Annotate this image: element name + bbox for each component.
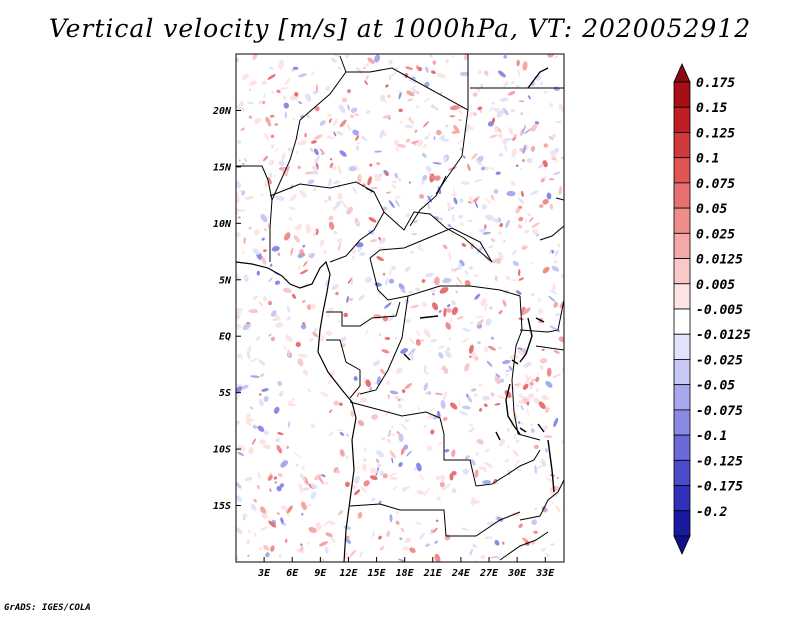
colorbar-label: 0.005 xyxy=(696,278,735,293)
lon-tick-label: 15E xyxy=(368,568,387,579)
colorbar-swatch xyxy=(673,283,691,310)
colorbar-label: -0.05 xyxy=(696,379,735,394)
colorbar-label: -0.1 xyxy=(696,429,727,444)
lon-tick-label: 27E xyxy=(479,568,499,579)
software-credit: GrADS: IGES/COLA xyxy=(4,603,91,613)
lat-tick-label: 10S xyxy=(213,445,231,456)
colorbar-label: 0.0125 xyxy=(696,253,743,268)
lon-tick-label: 33E xyxy=(535,568,555,579)
lon-tick-label: 6E xyxy=(286,568,299,579)
colorbar-label: 0.175 xyxy=(696,76,735,91)
colorbar-label: 0.025 xyxy=(696,227,735,242)
lon-tick-label: 18E xyxy=(396,568,415,579)
colorbar-swatch xyxy=(673,106,691,133)
colorbar-label: -0.0125 xyxy=(696,328,751,343)
map-title: Vertical velocity [m/s] at 1000hPa, VT: … xyxy=(48,14,752,43)
colorbar: 0.175 0.15 0.125 0.1 0.075 0.05 0.025 0.0125 0.0… xyxy=(673,63,751,555)
longitude-axis: 3E 6E 9E 12E 15E 18E 21E 24E 27E 30E 33E xyxy=(257,557,555,579)
coastline xyxy=(236,260,357,562)
colorbar-swatch xyxy=(673,434,691,461)
colorbar-label: -0.2 xyxy=(696,505,727,520)
lon-tick-label: 30E xyxy=(507,568,527,579)
colorbar-swatch xyxy=(673,459,691,486)
colorbar-swatch xyxy=(673,333,691,360)
colorbar-label: 0.125 xyxy=(696,126,735,141)
lat-tick-label: 15S xyxy=(213,501,231,512)
colorbar-label: 0.1 xyxy=(696,152,719,167)
lat-tick-label: 20N xyxy=(212,106,232,117)
colorbar-label: -0.125 xyxy=(696,454,743,469)
colorbar-label: -0.075 xyxy=(696,404,743,419)
velocity-field xyxy=(236,54,564,562)
lat-tick-label: 10N xyxy=(213,219,232,230)
lat-tick-label: 5N xyxy=(219,275,232,286)
lon-tick-label: 24E xyxy=(451,568,471,579)
lon-tick-label: 9E xyxy=(314,568,327,579)
colorbar-label: -0.175 xyxy=(696,480,743,495)
colorbar-swatch xyxy=(673,409,691,436)
colorbar-swatch xyxy=(673,510,691,537)
lon-tick-label: 3E xyxy=(257,568,271,579)
lon-tick-label: 21E xyxy=(423,568,443,579)
colorbar-swatch xyxy=(673,182,691,209)
colorbar-swatch xyxy=(673,258,691,285)
country-borders xyxy=(236,54,564,561)
lat-tick-label: 15N xyxy=(213,162,232,173)
colorbar-swatch xyxy=(673,485,691,512)
colorbar-swatch xyxy=(673,81,691,108)
colorbar-swatch xyxy=(673,207,691,234)
lon-tick-label: 12E xyxy=(339,568,358,579)
colorbar-swatch xyxy=(673,359,691,386)
map-panel xyxy=(236,54,564,562)
colorbar-label: 0.15 xyxy=(696,101,727,116)
colorbar-label: -0.025 xyxy=(696,353,743,368)
lakes xyxy=(365,67,555,493)
colorbar-label: 0.05 xyxy=(696,202,727,217)
colorbar-swatch xyxy=(673,132,691,159)
lat-tick-label: 5S xyxy=(219,388,231,399)
map-frame xyxy=(235,53,565,563)
colorbar-label: -0.005 xyxy=(696,303,743,318)
colorbar-swatch xyxy=(673,308,691,335)
colorbar-top-arrow xyxy=(673,63,691,83)
colorbar-bottom-arrow xyxy=(673,535,691,555)
colorbar-swatch xyxy=(673,384,691,411)
colorbar-label: 0.075 xyxy=(696,177,735,192)
colorbar-swatch xyxy=(673,232,691,259)
latitude-axis: 20N 15N 10N 5N EQ 5S 10S 15S xyxy=(212,106,241,512)
lat-tick-label: EQ xyxy=(219,332,231,343)
colorbar-swatch xyxy=(673,157,691,184)
